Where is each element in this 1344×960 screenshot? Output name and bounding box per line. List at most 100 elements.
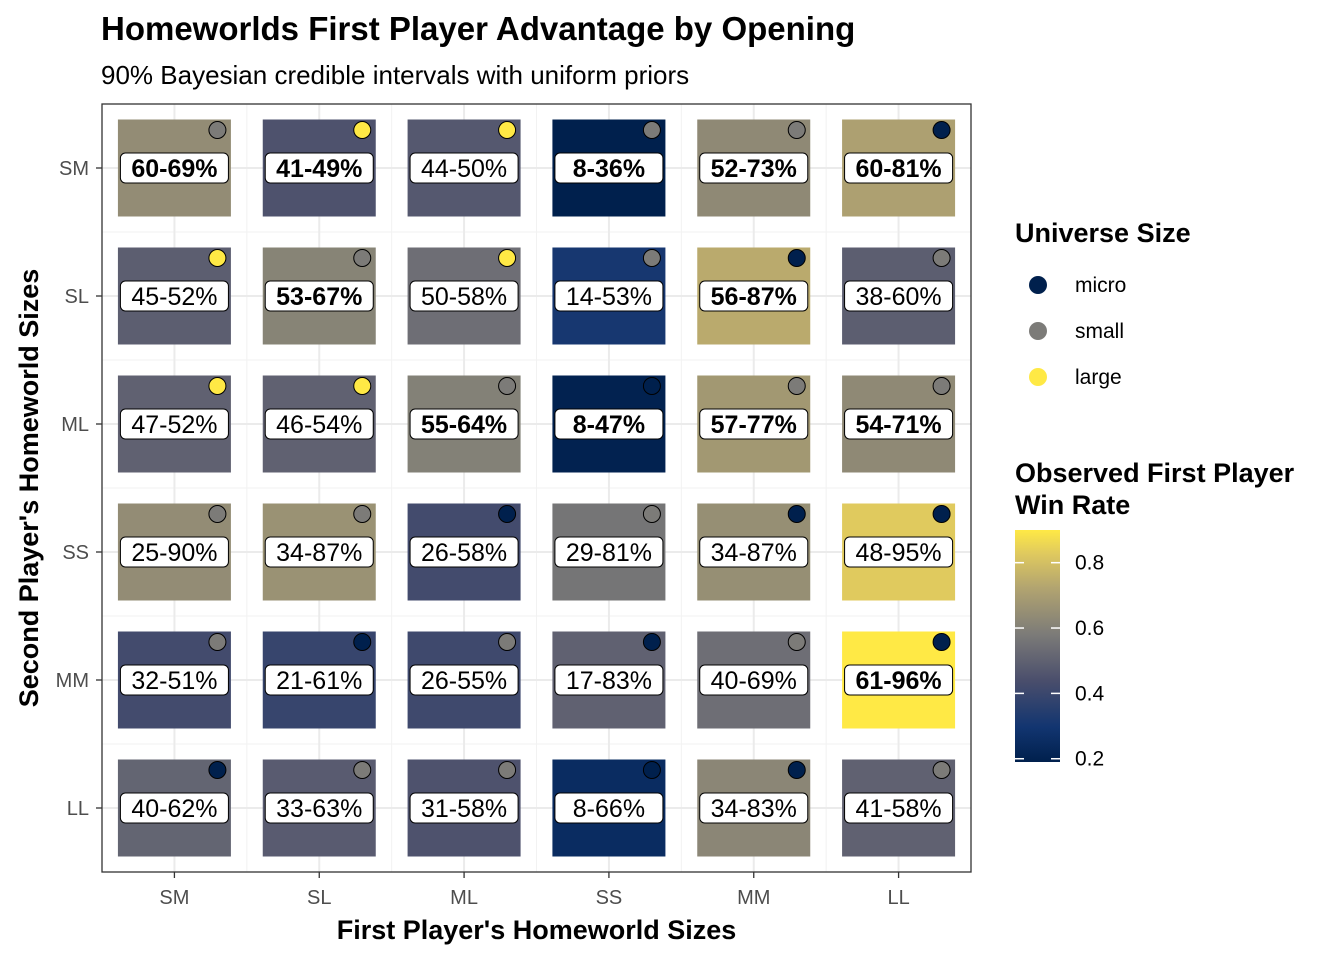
heatmap-cell: 40-69% (697, 631, 811, 729)
cell-label-box (264, 792, 374, 824)
cell-label-box (699, 280, 809, 312)
universe-marker (932, 249, 951, 267)
heatmap-cell: 53-67% (262, 247, 376, 345)
universe-marker (498, 761, 517, 779)
universe-marker (353, 121, 372, 139)
universe-marker (642, 121, 661, 139)
chart-title: Homeworlds First Player Advantage by Ope… (101, 10, 856, 47)
universe-marker (642, 377, 661, 395)
universe-marker (642, 505, 661, 523)
cell-label-box (119, 408, 229, 440)
cell-label-box (844, 536, 954, 568)
universe-marker (353, 633, 372, 651)
universe-marker (787, 633, 806, 651)
universe-marker (642, 761, 661, 779)
cell-label-box (409, 152, 519, 184)
heatmap-cell: 29-81% (552, 503, 666, 601)
heatmap-cell: 57-77% (697, 375, 811, 473)
cell-label: 46-54% (276, 411, 362, 439)
y-tick-label: LL (67, 798, 89, 820)
cell-label: 41-58% (855, 795, 941, 823)
universe-marker (787, 377, 806, 395)
cell-label-box (699, 536, 809, 568)
y-tick-label: SL (65, 286, 89, 308)
cell-label-box (409, 280, 519, 312)
colorbar-tick-label: 0.8 (1075, 552, 1104, 575)
heatmap-cell: 33-63% (262, 759, 376, 857)
universe-marker (787, 505, 806, 523)
cell-label: 45-52% (131, 283, 217, 311)
cell-label: 31-58% (421, 795, 507, 823)
heatmap-cell: 25-90% (117, 503, 231, 601)
y-tick-label: SS (62, 542, 89, 564)
heatmap-cell: 34-83% (697, 759, 811, 857)
colorbar-tick-label: 0.6 (1075, 617, 1104, 640)
cell-label-box (699, 664, 809, 696)
heatmap-cell: 17-83% (552, 631, 666, 729)
cell-label-box (264, 408, 374, 440)
y-axis-title: Second Player's Homeworld Sizes (14, 269, 44, 708)
cell-label-box (264, 152, 374, 184)
universe-marker (208, 377, 227, 395)
cell-label-box (119, 664, 229, 696)
x-axis-title: First Player's Homeworld Sizes (337, 915, 737, 945)
x-tick-label: LL (887, 887, 909, 909)
heatmap-cell: 38-60% (842, 247, 956, 345)
universe-marker (498, 249, 517, 267)
colorbar-title: Observed First Player (1015, 458, 1295, 488)
heatmap-cell: 8-36% (552, 119, 666, 217)
universe-marker (353, 377, 372, 395)
heatmap-cell: 47-52% (117, 375, 231, 473)
universe-marker (932, 377, 951, 395)
cell-label-box (844, 152, 954, 184)
universe-marker (932, 633, 951, 651)
heatmap-cell: 34-87% (262, 503, 376, 601)
cell-label: 41-49% (276, 155, 362, 183)
cell-label-box (699, 408, 809, 440)
cell-label-box (264, 280, 374, 312)
cell-label: 54-71% (855, 411, 941, 439)
universe-legend-label: large (1075, 366, 1122, 389)
cell-label: 21-61% (276, 667, 362, 695)
cell-label-box (554, 408, 664, 440)
cell-label: 34-87% (276, 539, 362, 567)
universe-marker (208, 249, 227, 267)
cell-label-box (554, 536, 664, 568)
heatmap-cell: 52-73% (697, 119, 811, 217)
heatmap-cell: 26-55% (407, 631, 521, 729)
cell-label: 34-83% (711, 795, 797, 823)
panel-border (101, 103, 972, 873)
x-tick-label: SS (596, 887, 623, 909)
heatmap-cell: 41-49% (262, 119, 376, 217)
universe-marker (208, 121, 227, 139)
universe-legend-title: Universe Size (1015, 218, 1191, 248)
cell-label-box (264, 536, 374, 568)
cell-label: 34-87% (711, 539, 797, 567)
cell-label-box (554, 792, 664, 824)
universe-marker (787, 761, 806, 779)
cell-label-box (119, 536, 229, 568)
cell-label-box (409, 664, 519, 696)
heatmap-cells: 60-69% 41-49% 44-50% 8-36% 52-73% 60-81% 45-52… (117, 119, 956, 857)
universe-marker (353, 249, 372, 267)
heatmap-cell: 54-71% (842, 375, 956, 473)
universe-marker (353, 761, 372, 779)
universe-marker (498, 633, 517, 651)
universe-marker (353, 505, 372, 523)
heatmap-cell: 8-66% (552, 759, 666, 857)
cell-label: 44-50% (421, 155, 507, 183)
cell-label-box (409, 408, 519, 440)
cell-label: 33-63% (276, 795, 362, 823)
cell-label-box (554, 152, 664, 184)
heatmap-cell: 55-64% (407, 375, 521, 473)
universe-marker (498, 505, 517, 523)
cell-label-box (844, 792, 954, 824)
x-tick-label: MM (737, 887, 770, 909)
universe-marker (787, 121, 806, 139)
cell-label-box (699, 152, 809, 184)
cell-label-box (264, 664, 374, 696)
universe-marker (642, 633, 661, 651)
heatmap-cell: 40-62% (117, 759, 231, 857)
universe-legend-key (1029, 368, 1047, 386)
cell-label: 47-52% (131, 411, 217, 439)
